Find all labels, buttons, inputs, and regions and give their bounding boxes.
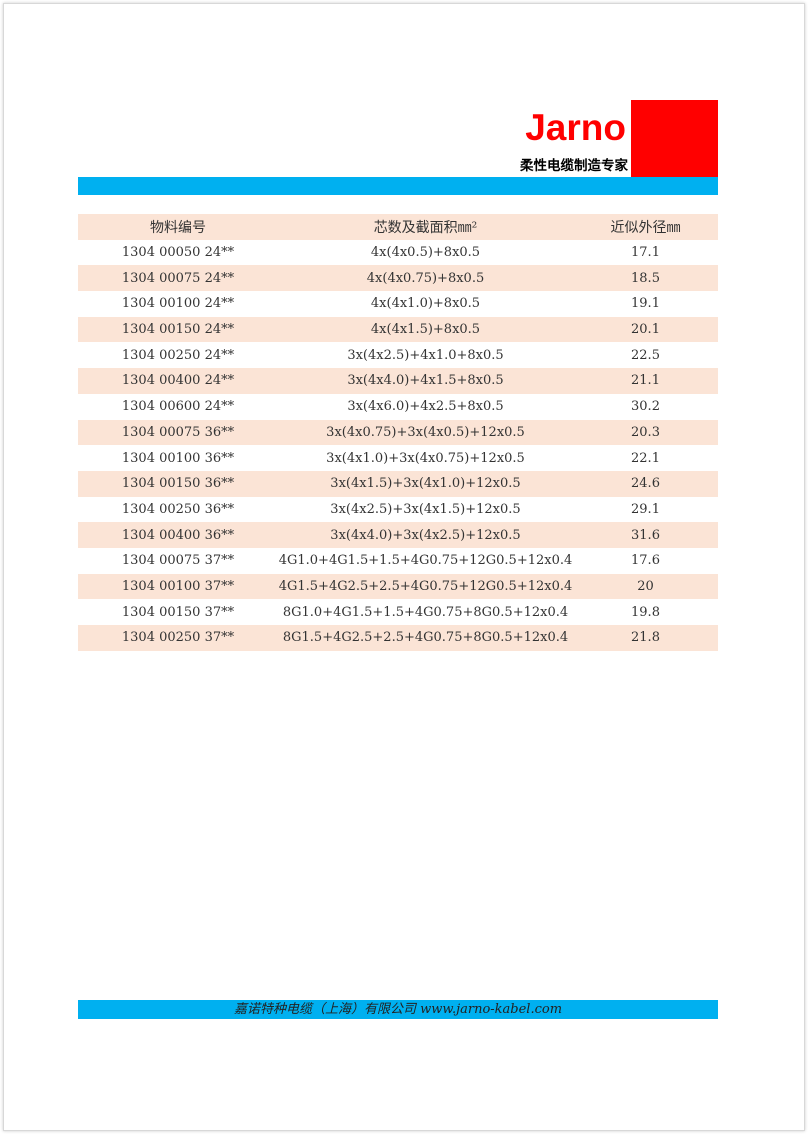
cell-part-number: 1304 00400 24** <box>121 373 235 389</box>
cell-cores-cross-section: 4G1.5+4G2.5+2.5+4G0.75+12G0.5+12x0.4 <box>278 578 573 594</box>
cell-part-number: 1304 00100 37** <box>121 578 235 594</box>
cell-outer-diameter: 17.1 <box>631 245 660 261</box>
cell-cores-cross-section: 3x(4x2.5)+3x(4x1.5)+12x0.5 <box>330 501 521 517</box>
cell-outer-diameter: 22.1 <box>631 450 660 466</box>
page-frame <box>3 3 805 1131</box>
table-row: 1304 00075 36** 3x(4x0.75)+3x(4x0.5)+12x0… <box>78 419 718 446</box>
cell-cores-cross-section: 3x(4x2.5)+4x1.0+8x0.5 <box>347 347 504 363</box>
cell-cores-cross-section: 3x(4x1.0)+3x(4x0.75)+12x0.5 <box>326 450 525 466</box>
cell-cores-cross-section: 8G1.0+4G1.5+1.5+4G0.75+8G0.5+12x0.4 <box>282 604 569 620</box>
table-row: 1304 00400 24** 3x(4x4.0)+4x1.5+8x0.5 21.1 <box>78 368 718 394</box>
cell-outer-diameter: 18.5 <box>631 270 660 286</box>
cell-cores-cross-section: 8G1.5+4G2.5+2.5+4G0.75+8G0.5+12x0.4 <box>282 630 569 646</box>
cell-outer-diameter: 19.8 <box>631 604 660 620</box>
cell-part-number: 1304 00075 24** <box>121 270 235 286</box>
column-header-outer-diameter: 近似外径㎜ <box>610 219 681 236</box>
cell-cores-cross-section: 4x(4x1.5)+8x0.5 <box>370 322 481 338</box>
cell-cores-cross-section: 4x(4x1.0)+8x0.5 <box>370 296 481 312</box>
cable-spec-table: 物料编号 芯数及截面积㎜² 近似外径㎜ 1304 00050 24** 4x(4x… <box>78 214 718 651</box>
cell-outer-diameter: 24.6 <box>631 476 660 492</box>
cell-part-number: 1304 00600 24** <box>121 399 235 415</box>
column-header-part-number: 物料编号 <box>150 219 206 236</box>
table-row: 1304 00250 37** 8G1.5+4G2.5+2.5+4G0.75+8G… <box>78 625 718 651</box>
cell-outer-diameter: 19.1 <box>631 296 660 312</box>
cell-part-number: 1304 00075 36** <box>121 424 235 440</box>
cell-outer-diameter: 20.1 <box>631 322 660 338</box>
table-row: 1304 00050 24** 4x(4x0.5)+8x0.5 17.1 <box>78 240 718 266</box>
cell-outer-diameter: 21.1 <box>631 373 660 389</box>
cell-part-number: 1304 00100 24** <box>121 296 235 312</box>
table-row: 1304 00150 37** 8G1.0+4G1.5+1.5+4G0.75+8G… <box>78 599 718 625</box>
cell-cores-cross-section: 3x(4x0.75)+3x(4x0.5)+12x0.5 <box>326 424 525 440</box>
cell-cores-cross-section: 3x(4x1.5)+3x(4x1.0)+12x0.5 <box>330 476 521 492</box>
cell-part-number: 1304 00250 24** <box>121 347 235 363</box>
brand-red-block <box>631 100 718 177</box>
table-row: 1304 00075 24** 4x(4x0.75)+8x0.5 18.5 <box>78 265 718 292</box>
cell-cores-cross-section: 3x(4x4.0)+3x(4x2.5)+12x0.5 <box>330 527 521 543</box>
cell-outer-diameter: 22.5 <box>631 347 660 363</box>
footer-company-text: 嘉诺特种电缆（上海）有限公司 www.jarno-kabel.com <box>233 1002 563 1017</box>
cell-outer-diameter: 17.6 <box>631 553 660 569</box>
table-row: 1304 00400 36** 3x(4x4.0)+3x(4x2.5)+12x0.… <box>78 522 718 548</box>
table-row: 1304 00250 36** 3x(4x2.5)+3x(4x1.5)+12x0.… <box>78 497 718 523</box>
table-header-row: 物料编号 芯数及截面积㎜² 近似外径㎜ <box>78 214 718 240</box>
cell-cores-cross-section: 3x(4x6.0)+4x2.5+8x0.5 <box>347 399 504 415</box>
table-row: 1304 00100 24** 4x(4x1.0)+8x0.5 19.1 <box>78 291 718 317</box>
cell-part-number: 1304 00250 37** <box>121 630 235 646</box>
table-row: 1304 00100 37** 4G1.5+4G2.5+2.5+4G0.75+12… <box>78 573 718 600</box>
table-row: 1304 00075 37** 4G1.0+4G1.5+1.5+4G0.75+12… <box>78 548 718 574</box>
cell-cores-cross-section: 4G1.0+4G1.5+1.5+4G0.75+12G0.5+12x0.4 <box>278 553 573 569</box>
cell-part-number: 1304 00150 24** <box>121 322 235 338</box>
cell-part-number: 1304 00075 37** <box>121 553 235 569</box>
cell-cores-cross-section: 4x(4x0.5)+8x0.5 <box>370 245 481 261</box>
cell-part-number: 1304 00150 37** <box>121 604 235 620</box>
cell-cores-cross-section: 3x(4x4.0)+4x1.5+8x0.5 <box>347 373 504 389</box>
cell-part-number: 1304 00250 36** <box>121 501 235 517</box>
table-row: 1304 00150 24** 4x(4x1.5)+8x0.5 20.1 <box>78 316 718 343</box>
footer-bar: 嘉诺特种电缆（上海）有限公司 www.jarno-kabel.com <box>78 1000 718 1019</box>
cell-outer-diameter: 21.8 <box>631 630 660 646</box>
header-bar <box>78 177 718 195</box>
table-row: 1304 00600 24** 3x(4x6.0)+4x2.5+8x0.5 30.2 <box>78 394 718 420</box>
cell-part-number: 1304 00400 36** <box>121 527 235 543</box>
table-row: 1304 00100 36** 3x(4x1.0)+3x(4x0.75)+12x0… <box>78 445 718 471</box>
cell-outer-diameter: 30.2 <box>631 399 660 415</box>
cell-outer-diameter: 20 <box>637 578 654 594</box>
brand-slogan: 柔性电缆制造专家 <box>520 158 628 174</box>
table-row: 1304 00150 36** 3x(4x1.5)+3x(4x1.0)+12x0.… <box>78 470 718 497</box>
cell-part-number: 1304 00150 36** <box>121 476 235 492</box>
cell-part-number: 1304 00050 24** <box>121 245 235 261</box>
cell-outer-diameter: 31.6 <box>631 527 660 543</box>
brand-logo: Jarno <box>525 107 626 148</box>
cell-part-number: 1304 00100 36** <box>121 450 235 466</box>
column-header-cores-cross-section: 芯数及截面积㎜² <box>373 219 478 236</box>
cell-outer-diameter: 20.3 <box>631 424 660 440</box>
cell-outer-diameter: 29.1 <box>631 501 660 517</box>
table-row: 1304 00250 24** 3x(4x2.5)+4x1.0+8x0.5 22.5 <box>78 342 718 368</box>
cell-cores-cross-section: 4x(4x0.75)+8x0.5 <box>366 270 485 286</box>
